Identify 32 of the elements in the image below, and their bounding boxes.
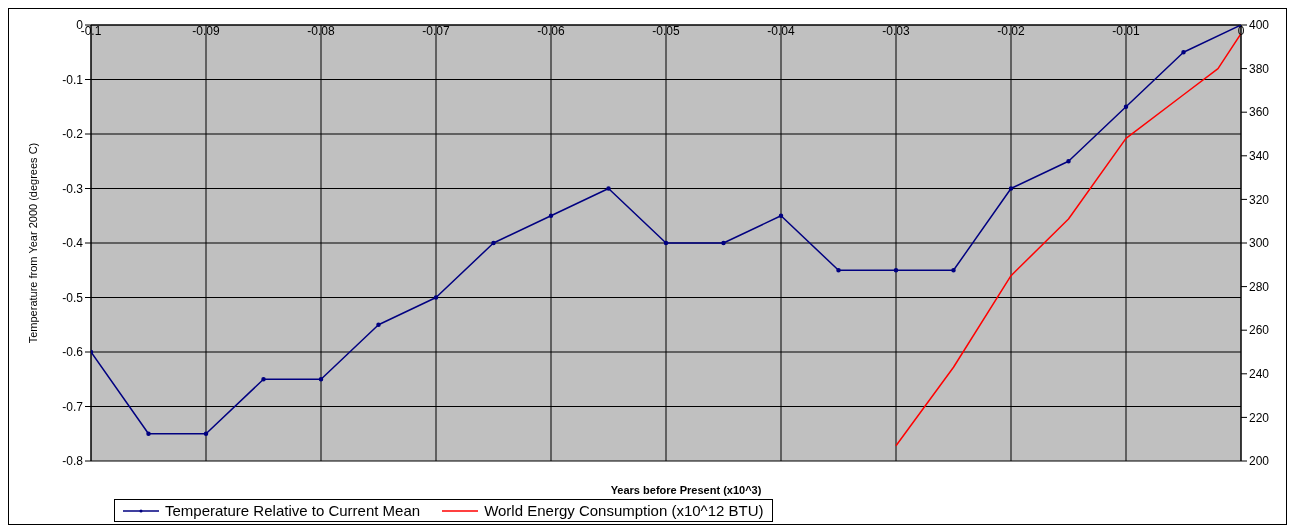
y-tick-label: -0.6 bbox=[62, 345, 84, 360]
x-tick-label: -0.06 bbox=[537, 24, 565, 38]
y2-tick-label: 220 bbox=[1249, 410, 1270, 425]
y2-tick-label: 240 bbox=[1249, 367, 1270, 382]
x-tick-label: -0.05 bbox=[652, 24, 680, 38]
legend-label: World Energy Consumption (x10^12 BTU) bbox=[484, 502, 764, 519]
x-tick-label: -0.07 bbox=[422, 24, 450, 38]
y-tick-label: -0.1 bbox=[62, 72, 84, 87]
y2-tick-label: 200 bbox=[1249, 454, 1270, 469]
legend-label: Temperature Relative to Current Mean bbox=[165, 502, 421, 519]
y2-tick-label: 380 bbox=[1249, 61, 1270, 76]
y2-tick-label: 360 bbox=[1249, 105, 1270, 120]
y2-tick-label: 280 bbox=[1249, 279, 1270, 294]
y-tick-label: -0.8 bbox=[62, 454, 84, 469]
y2-tick-label: 320 bbox=[1249, 192, 1270, 207]
y2-tick-label: 260 bbox=[1249, 323, 1270, 338]
y-tick-label: -0.7 bbox=[62, 399, 84, 414]
x-tick-label: -0.01 bbox=[1112, 24, 1140, 38]
y-tick-label: -0.4 bbox=[62, 236, 84, 251]
y-axis-title: Temperature from Year 2000 (degrees C) bbox=[26, 142, 39, 344]
x-tick-label: -0.08 bbox=[307, 24, 335, 38]
x-tick-label: -0.02 bbox=[997, 24, 1025, 38]
y2-tick-label: 400 bbox=[1249, 18, 1270, 33]
y-tick-label: -0.5 bbox=[62, 290, 84, 305]
x-tick-label: -0.09 bbox=[192, 24, 220, 38]
x-axis-title: Years before Present (x10^3) bbox=[609, 484, 763, 496]
y2-tick-label: 340 bbox=[1249, 149, 1270, 164]
y2-tick-label: 300 bbox=[1249, 236, 1270, 251]
x-tick-label: -0.03 bbox=[882, 24, 910, 38]
x-tick-label: -0.04 bbox=[767, 24, 795, 38]
y-tick-label: -0.2 bbox=[62, 127, 84, 142]
y-tick-label: -0.3 bbox=[62, 181, 84, 196]
